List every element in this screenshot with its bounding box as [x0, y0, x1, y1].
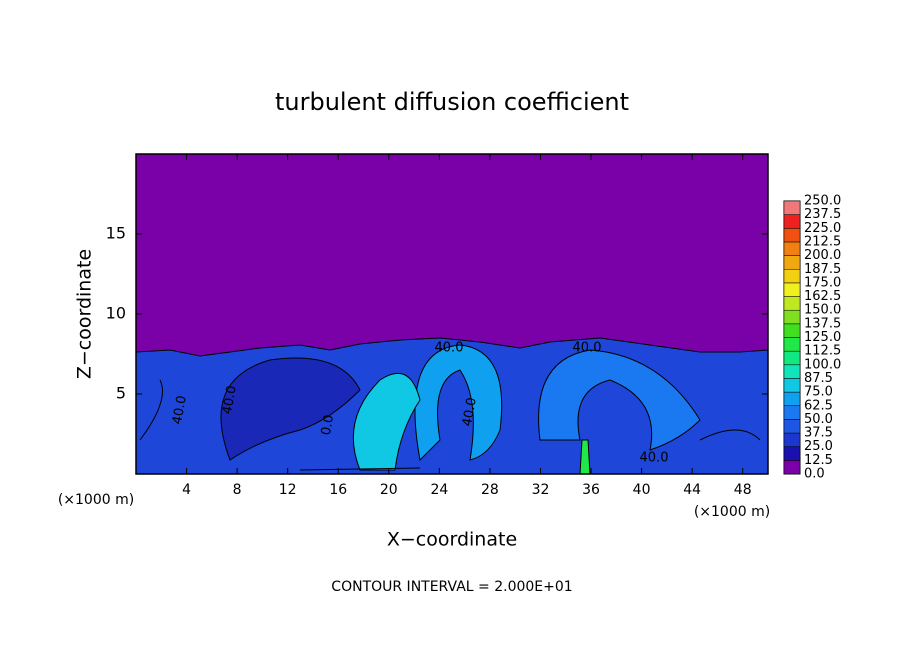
- colorbar-label: 12.5: [804, 453, 833, 468]
- field-region: [414, 344, 503, 462]
- colorbar-swatch: [783, 337, 801, 352]
- colorbar-swatch: [783, 214, 801, 229]
- colorbar-label: 112.5: [804, 344, 841, 359]
- field: [136, 154, 768, 474]
- colorbar-label: 100.0: [804, 357, 841, 372]
- x-unit: (×1000 m): [58, 492, 134, 508]
- colorbar-swatch: [783, 419, 801, 434]
- contour-label: 40.0: [573, 341, 602, 356]
- colorbar-label: 37.5: [804, 426, 833, 441]
- colorbar-label: 62.5: [804, 398, 833, 413]
- contour-label: 40.0: [435, 341, 464, 356]
- colorbar-swatch: [783, 200, 801, 215]
- contour-line: [139, 379, 761, 471]
- contour-label: 40.0: [640, 451, 669, 466]
- field-region: [220, 357, 361, 461]
- colorbar-label: 137.5: [804, 316, 841, 331]
- x-tick-label: 44: [683, 482, 701, 498]
- colorbar-swatch: [783, 364, 801, 379]
- y-tick-label: 15: [106, 224, 126, 243]
- x-tick-label: 12: [279, 482, 297, 498]
- x-unit: (×1000 m): [694, 504, 770, 520]
- x-tick-label: 36: [582, 482, 600, 498]
- y-tick-label: 5: [116, 384, 126, 403]
- colorbar-swatch: [783, 255, 801, 270]
- colorbar-swatch: [783, 350, 801, 366]
- colorbar-label: 150.0: [804, 303, 841, 318]
- contour-label: 40.0: [220, 384, 240, 415]
- x-axis-label: X−coordinate: [387, 529, 517, 551]
- colorbar-label: 200.0: [804, 248, 841, 263]
- y-tick-label: 10: [106, 304, 126, 323]
- colorbar-swatch: [783, 378, 801, 393]
- colorbar-label: 25.0: [804, 439, 833, 454]
- x-tick-label: 28: [481, 482, 499, 498]
- colorbar-label: 87.5: [804, 371, 833, 386]
- contour-label: 40.0: [170, 394, 190, 425]
- colorbar-swatch: [783, 241, 801, 256]
- field-region: [352, 372, 421, 471]
- colorbar-label: 187.5: [804, 262, 841, 277]
- colorbar-swatch: [783, 391, 801, 407]
- colorbar-swatch: [783, 432, 801, 447]
- colorbar-label: 0.0: [804, 467, 825, 482]
- colorbar-swatch: [783, 228, 801, 243]
- colorbar-swatch: [783, 405, 801, 420]
- colorbar-swatch: [783, 460, 801, 475]
- colorbar-swatch: [783, 269, 801, 284]
- colorbar-label: 212.5: [804, 234, 841, 249]
- colorbar-label: 162.5: [804, 289, 841, 304]
- colorbar-swatch: [783, 282, 801, 297]
- x-tick-label: 40: [633, 482, 651, 498]
- contour-label: 40.0: [460, 396, 480, 427]
- x-tick-label: 48: [734, 482, 752, 498]
- colorbar-swatch: [783, 309, 801, 325]
- colorbar-label: 250.0: [804, 194, 841, 209]
- contour-label: 0.0: [319, 414, 337, 437]
- colorbar-label: 175.0: [804, 275, 841, 290]
- x-tick-label: 4: [182, 482, 191, 498]
- x-tick-label: 24: [430, 482, 448, 498]
- footer-note: CONTOUR INTERVAL = 2.000E+01: [331, 579, 572, 595]
- colorbar-label: 125.0: [804, 330, 841, 345]
- chart-title: turbulent diffusion coefficient: [275, 88, 629, 116]
- colorbar-label: 225.0: [804, 221, 841, 236]
- colorbar-label: 237.5: [804, 207, 841, 222]
- colorbar-label: 50.0: [804, 412, 833, 427]
- x-tick-label: 16: [329, 482, 347, 498]
- x-tick-label: 20: [380, 482, 398, 498]
- y-axis-label: Z−coordinate: [74, 249, 96, 379]
- x-tick-label: 8: [233, 482, 242, 498]
- colorbar-label: 75.0: [804, 385, 833, 400]
- colorbar-swatch: [783, 296, 801, 311]
- colorbar-swatch: [783, 323, 801, 338]
- x-tick-label: 32: [532, 482, 550, 498]
- colorbar-swatch: [783, 446, 801, 461]
- field-region: [538, 349, 701, 451]
- field-region: [579, 439, 591, 474]
